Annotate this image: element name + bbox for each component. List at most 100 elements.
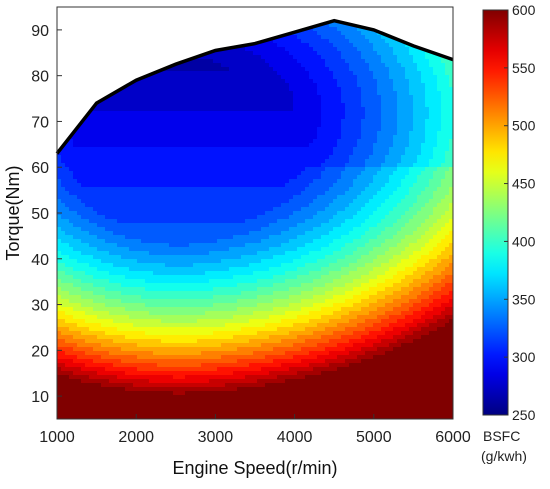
bsfc-cell <box>213 335 218 340</box>
bsfc-cell <box>185 123 190 128</box>
bsfc-cell <box>117 387 122 392</box>
bsfc-cell <box>205 151 210 156</box>
bsfc-cell <box>225 79 230 84</box>
bsfc-cell <box>65 183 70 188</box>
bsfc-cell <box>129 99 134 104</box>
bsfc-cell <box>61 375 66 380</box>
bsfc-cell <box>61 383 66 388</box>
bsfc-cell <box>157 311 162 316</box>
bsfc-cell <box>209 183 214 188</box>
bsfc-cell <box>157 415 162 419</box>
bsfc-cell <box>217 331 222 336</box>
bsfc-cell <box>185 283 190 288</box>
bsfc-cell <box>141 107 146 112</box>
bsfc-cell <box>241 175 246 180</box>
bsfc-cell <box>245 315 250 320</box>
bsfc-cell <box>221 199 226 204</box>
bsfc-cell <box>113 199 118 204</box>
bsfc-cell <box>137 107 142 112</box>
bsfc-cell <box>193 383 198 388</box>
bsfc-cell <box>153 399 158 404</box>
bsfc-cell <box>81 179 86 184</box>
bsfc-cell <box>165 107 170 112</box>
bsfc-cell <box>153 235 158 240</box>
bsfc-cell <box>85 319 90 324</box>
bsfc-cell <box>89 371 94 376</box>
bsfc-cell <box>233 351 238 356</box>
bsfc-cell <box>137 299 142 304</box>
bsfc-cell <box>109 183 114 188</box>
bsfc-cell <box>229 207 234 212</box>
bsfc-cell <box>165 343 170 348</box>
bsfc-cell <box>185 275 190 280</box>
bsfc-cell <box>157 107 162 112</box>
bsfc-cell <box>81 163 86 168</box>
bsfc-cell <box>149 151 154 156</box>
bsfc-cell <box>161 147 166 152</box>
bsfc-cell <box>197 123 202 128</box>
bsfc-cell <box>217 159 222 164</box>
bsfc-cell <box>225 351 230 356</box>
bsfc-cell <box>113 283 118 288</box>
bsfc-cell <box>129 143 134 148</box>
bsfc-cell <box>77 215 82 220</box>
bsfc-cell <box>117 151 122 156</box>
bsfc-cell <box>233 375 238 380</box>
bsfc-cell <box>145 211 150 216</box>
bsfc-cell <box>249 111 254 116</box>
bsfc-cell <box>237 95 242 100</box>
bsfc-cell <box>113 307 118 312</box>
bsfc-cell <box>185 219 190 224</box>
bsfc-cell <box>241 243 246 248</box>
bsfc-cell <box>181 247 186 252</box>
bsfc-cell <box>245 407 250 412</box>
bsfc-cell <box>85 151 90 156</box>
bsfc-cell <box>197 271 202 276</box>
bsfc-cell <box>233 267 238 272</box>
bsfc-cell <box>245 127 250 132</box>
bsfc-cell <box>181 335 186 340</box>
bsfc-cell <box>201 219 206 224</box>
bsfc-cell <box>237 67 242 72</box>
bsfc-cell <box>193 227 198 232</box>
bsfc-cell <box>177 279 182 284</box>
bsfc-cell <box>217 183 222 188</box>
bsfc-cell <box>121 171 126 176</box>
bsfc-cell <box>65 263 70 268</box>
bsfc-cell <box>225 151 230 156</box>
bsfc-cell <box>101 259 106 264</box>
bsfc-cell <box>165 143 170 148</box>
bsfc-cell <box>81 131 86 136</box>
bsfc-cell <box>81 279 86 284</box>
bsfc-cell <box>233 403 238 408</box>
bsfc-cell <box>133 243 138 248</box>
bsfc-cell <box>157 279 162 284</box>
bsfc-cell <box>73 315 78 320</box>
bsfc-cell <box>161 303 166 308</box>
bsfc-cell <box>173 235 178 240</box>
bsfc-cell <box>105 107 110 112</box>
bsfc-cell <box>233 359 238 364</box>
bsfc-cell <box>77 227 82 232</box>
bsfc-cell <box>145 395 150 400</box>
bsfc-cell <box>73 215 78 220</box>
bsfc-cell <box>105 255 110 260</box>
bsfc-cell <box>93 251 98 256</box>
bsfc-cell <box>229 123 234 128</box>
bsfc-cell <box>245 387 250 392</box>
bsfc-cell <box>153 255 158 260</box>
bsfc-cell <box>121 355 126 360</box>
bsfc-cell <box>241 143 246 148</box>
bsfc-cell <box>217 347 222 352</box>
bsfc-cell <box>57 343 62 348</box>
bsfc-cell <box>149 355 154 360</box>
bsfc-cell <box>109 171 114 176</box>
bsfc-cell <box>169 115 174 120</box>
bsfc-cell <box>65 347 70 352</box>
bsfc-cell <box>209 239 214 244</box>
bsfc-cell <box>129 183 134 188</box>
bsfc-cell <box>213 307 218 312</box>
bsfc-cell <box>89 299 94 304</box>
bsfc-cell <box>93 219 98 224</box>
bsfc-cell <box>89 159 94 164</box>
